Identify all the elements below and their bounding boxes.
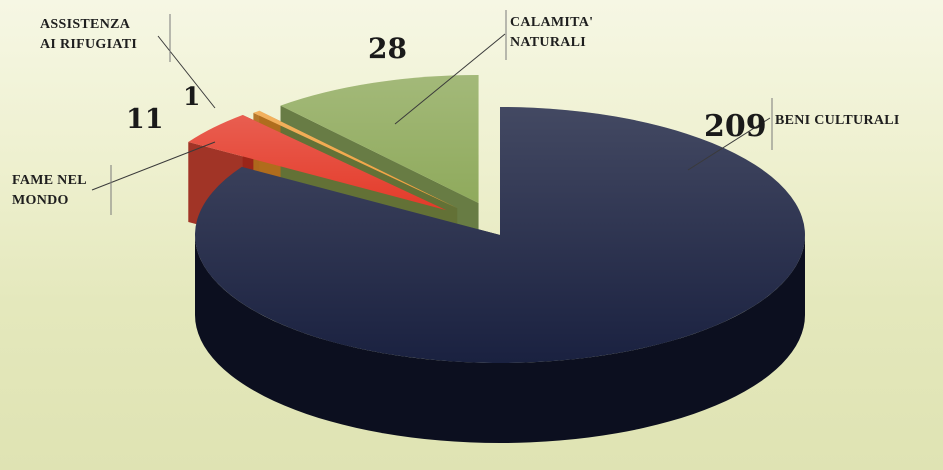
value-label-2: 1 bbox=[183, 82, 200, 111]
category-label-line: MONDO bbox=[12, 193, 69, 208]
leader-line-0 bbox=[687, 117, 771, 171]
category-label-line: ASSISTENZA bbox=[40, 17, 131, 32]
category-label-line: NATURALI bbox=[510, 35, 586, 50]
category-label-line: FAME NEL bbox=[12, 173, 87, 188]
leader-line-3 bbox=[394, 33, 506, 125]
category-label-line: BENI CULTURALI bbox=[775, 113, 900, 128]
leader-line-2 bbox=[157, 35, 216, 109]
category-label-1: FAME NEL MONDO bbox=[12, 173, 87, 208]
leader-line-1 bbox=[91, 141, 216, 191]
pie-slice-shine-0 bbox=[194, 107, 806, 363]
category-label-0: BENI CULTURALI bbox=[775, 113, 900, 128]
pie-tops bbox=[188, 75, 806, 363]
value-label-3: 28 bbox=[368, 32, 407, 65]
category-label-3: CALAMITA' NATURALI bbox=[510, 15, 593, 50]
pie-slice-shine-2 bbox=[253, 110, 458, 209]
category-label-line: AI RIFUGIATI bbox=[40, 37, 137, 52]
value-label-1: 11 bbox=[126, 104, 164, 135]
category-label-2: ASSISTENZA AI RIFUGIATI bbox=[40, 17, 137, 52]
category-label-line: CALAMITA' bbox=[510, 15, 593, 30]
pie-slice-shine-1 bbox=[188, 114, 447, 211]
leader-lines bbox=[91, 10, 773, 215]
value-label-0: 209 bbox=[704, 109, 767, 144]
pie-slice-shine-3 bbox=[280, 75, 479, 204]
labels: BENI CULTURALI 209 FAME NEL MONDO 11 ASSISTEN… bbox=[12, 15, 900, 208]
slice-wall-0 bbox=[195, 235, 805, 443]
